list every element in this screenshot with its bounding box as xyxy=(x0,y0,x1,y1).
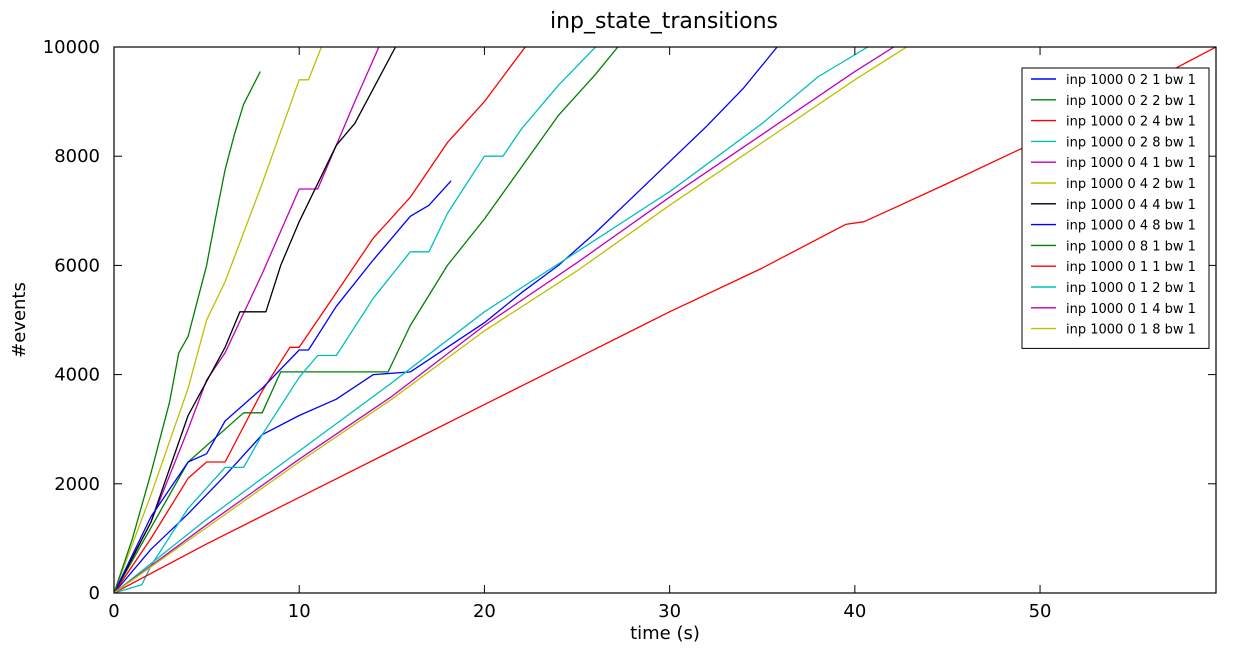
x-tick-label: 30 xyxy=(658,601,681,622)
axis-ticks: 0 10 20 30 40 50 0 2000 4000 6000 8000 10000 xyxy=(43,37,1216,622)
legend-label: inp 1000 0 1 2 bw 1 xyxy=(1066,281,1196,296)
legend-label: inp 1000 0 2 4 bw 1 xyxy=(1066,115,1196,130)
series-line-9 xyxy=(114,71,261,593)
x-tick-label: 50 xyxy=(1029,601,1052,622)
y-tick-label: 8000 xyxy=(54,146,100,167)
x-tick-label: 40 xyxy=(843,601,866,622)
legend-label: inp 1000 0 2 8 bw 1 xyxy=(1066,135,1196,150)
y-tick-label: 0 xyxy=(89,583,100,604)
legend-label: inp 1000 0 1 1 bw 1 xyxy=(1066,260,1196,275)
series-line-3 xyxy=(114,47,526,593)
y-tick-label: 10000 xyxy=(43,37,100,58)
chart-title: inp_state_transitions xyxy=(550,9,778,34)
legend-label: inp 1000 0 4 2 bw 1 xyxy=(1066,177,1196,192)
series-line-8 xyxy=(114,180,452,593)
legend-label: inp 1000 0 1 8 bw 1 xyxy=(1066,323,1196,338)
series-line-12 xyxy=(114,47,895,593)
y-tick-label: 2000 xyxy=(54,474,100,495)
y-tick-label: 6000 xyxy=(54,255,100,276)
x-tick-label: 10 xyxy=(288,601,311,622)
series-line-2 xyxy=(114,47,619,593)
series-line-6 xyxy=(114,47,323,593)
legend: inp 1000 0 2 1 bw 1 inp 1000 0 2 2 bw 1 in… xyxy=(1021,67,1210,349)
y-tick-label: 4000 xyxy=(54,365,100,386)
legend-label: inp 1000 0 2 1 bw 1 xyxy=(1066,73,1196,88)
series-line-1 xyxy=(114,47,778,593)
legend-label: inp 1000 0 8 1 bw 1 xyxy=(1066,239,1196,254)
plot-frame xyxy=(113,46,1217,594)
legend-box xyxy=(1021,67,1210,349)
legend-label: inp 1000 0 2 2 bw 1 xyxy=(1066,94,1196,109)
legend-label: inp 1000 0 4 4 bw 1 xyxy=(1066,198,1196,213)
series-line-7 xyxy=(114,47,397,593)
legend-label: inp 1000 0 1 4 bw 1 xyxy=(1066,302,1196,317)
series-line-11 xyxy=(114,47,869,593)
series-line-5 xyxy=(114,47,380,593)
x-tick-label: 0 xyxy=(108,601,119,622)
x-axis-title: time (s) xyxy=(630,623,700,644)
legend-label: inp 1000 0 4 8 bw 1 xyxy=(1066,219,1196,234)
series-line-13 xyxy=(114,47,908,593)
x-tick-label: 20 xyxy=(473,601,496,622)
legend-label: inp 1000 0 4 1 bw 1 xyxy=(1066,156,1196,171)
series-line-4 xyxy=(114,47,596,593)
y-axis-title: #events xyxy=(9,282,30,358)
